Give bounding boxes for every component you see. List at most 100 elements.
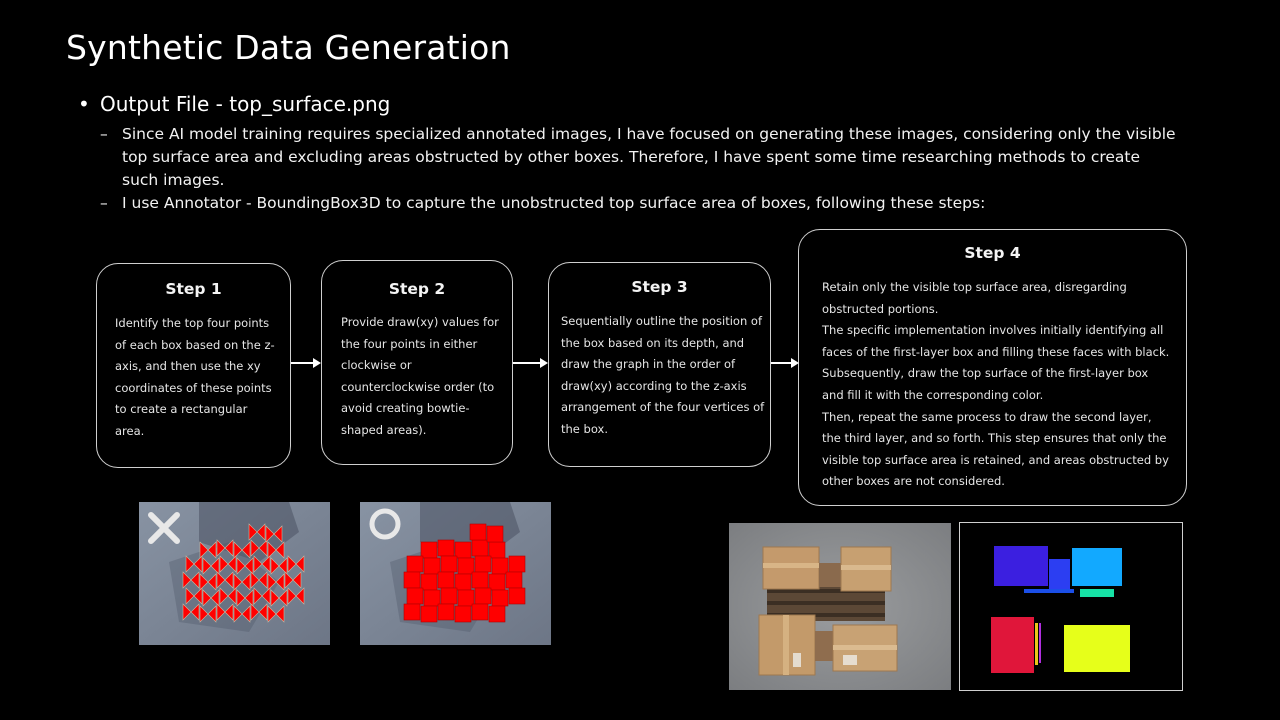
top-surface-square [437,603,455,621]
top-surface-square [457,589,475,607]
bowtie-shape [233,605,251,623]
bowtie-shape [182,571,200,589]
mask-surface [1072,548,1122,586]
slide-title: Synthetic Data Generation [66,28,511,67]
step-2-box: Step 2 Provide draw(xy) values for the f… [321,260,513,465]
subpoint-2: – I use Annotator - BoundingBox3D to cap… [100,192,1180,215]
bowtie-shape [250,571,268,589]
boxes-render-image [729,523,951,690]
step-3-title: Step 3 [631,278,688,296]
dash-marker: – [100,194,108,212]
bowtie-shape [236,557,254,575]
step-2-title: Step 2 [388,280,446,298]
bowtie-shape [253,555,271,573]
bowtie-shape [219,587,237,605]
top-surface-square [491,589,509,607]
subpoint-1: – Since AI model training requires speci… [100,123,1180,192]
top-surface-square [406,587,424,605]
bowtie-shape [267,573,285,591]
top-surface-square [440,555,458,573]
step-4-title: Step 4 [964,244,1021,262]
arrow-right-icon [291,358,321,368]
top-surface-square [420,573,438,591]
top-surface-square [423,589,441,607]
bowtie-shape [267,541,285,559]
main-bullet: • Output File - top_surface.png [78,92,390,116]
top-surface-square [488,573,506,591]
mask-surface [1039,623,1041,663]
step-4-box: Step 4 Retain only the visible top surfa… [798,229,1187,506]
mask-surface [1064,625,1130,672]
top-surface-square [474,587,492,605]
bowtie-shape [267,605,285,623]
step-1-box: Step 1 Identify the top four points of e… [96,263,291,468]
arrow-right-icon [771,358,799,368]
top-surface-square [508,587,526,605]
bowtie-shape [287,555,305,573]
top-surface-square [469,523,487,541]
cross-mark-icon [148,512,180,544]
bowtie-shape [185,587,203,605]
bowtie-shape [216,571,234,589]
bowtie-result-image [139,502,330,645]
top-surface-square [505,571,523,589]
top-surface-square [437,539,455,557]
subpoint-1-text: Since AI model training requires special… [122,125,1176,189]
top-surface-square [488,605,506,623]
step-3-body: Sequentially outline the position of the… [561,314,765,436]
top-surface-square [420,541,438,559]
top-surface-mask-image [959,522,1183,691]
step-4-paragraph: Then, repeat the same process to draw th… [822,409,1169,489]
top-surface-square [488,541,506,559]
mask-surface [991,617,1034,673]
step-4-paragraph: The specific implementation involves ini… [822,323,1170,402]
top-surface-square [403,603,421,621]
bowtie-shape [236,589,254,607]
bowtie-shape [253,587,271,605]
top-surface-square [454,541,472,559]
bullet-marker: • [78,92,90,116]
bowtie-shape [182,603,200,621]
top-surface-square [437,571,455,589]
mask-surface [1049,559,1070,593]
mask-surface [1024,589,1074,593]
top-surface-square [508,555,526,573]
bowtie-shape [219,555,237,573]
top-surface-square [454,605,472,623]
step-2-body: Provide draw(xy) values for the four poi… [341,315,499,437]
top-surface-square [423,557,441,575]
mask-surface [994,546,1048,586]
top-surface-square [440,587,458,605]
step-4-body: Retain only the visible top surface area… [822,277,1172,493]
bowtie-shape [270,557,288,575]
mask-surface [1035,623,1038,665]
circle-mark-icon [369,508,401,540]
bowtie-shape [202,589,220,607]
top-surface-square [471,571,489,589]
bowtie-shape [284,571,302,589]
top-surface-square [457,557,475,575]
bowtie-shape [199,605,217,623]
top-surface-square [406,555,424,573]
top-surface-square [486,525,504,543]
top-surface-square [471,539,489,557]
bowtie-shape [233,573,251,591]
bowtie-shape [216,539,234,557]
bowtie-shape [270,589,288,607]
step-3-box: Step 3 Sequentially outline the position… [548,262,771,467]
bowtie-shape [199,541,217,559]
top-surface-square [474,555,492,573]
bowtie-shape [216,603,234,621]
correct-result-image [360,502,551,645]
mask-surface [1080,589,1114,597]
top-surface-square [471,603,489,621]
bowtie-shape [250,603,268,621]
subpoint-2-text: I use Annotator - BoundingBox3D to captu… [122,194,986,212]
step-1-title: Step 1 [165,280,222,298]
top-surface-square [491,557,509,575]
bowtie-shape [248,523,266,541]
top-surface-square [420,605,438,623]
top-surface-square [454,573,472,591]
step-1-body: Identify the top four points of each box… [115,316,275,438]
bowtie-shape [202,557,220,575]
